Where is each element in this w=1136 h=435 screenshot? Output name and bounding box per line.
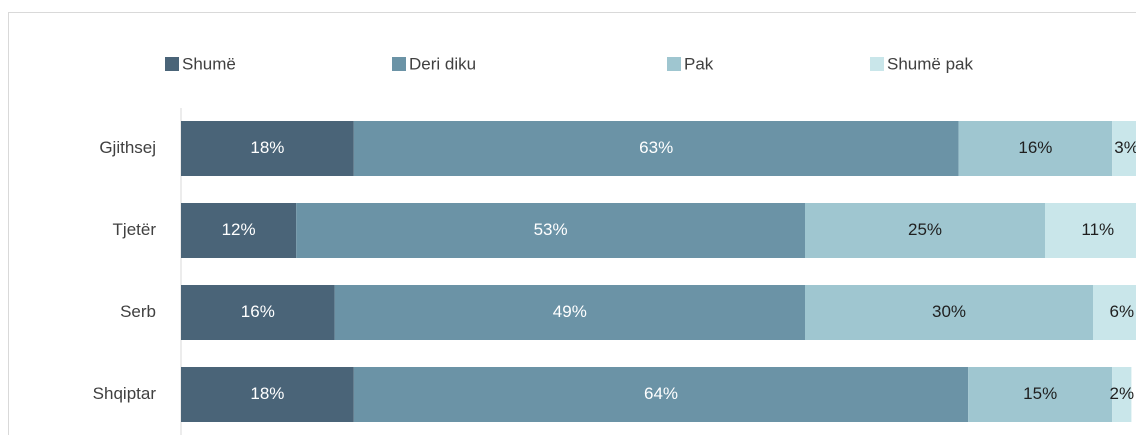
bar-segment [805, 203, 1045, 258]
bar-segment [181, 285, 335, 340]
chart-frame [8, 12, 1136, 435]
bar-segment [353, 121, 959, 176]
value-label: 16% [241, 302, 275, 321]
bar-segment [181, 203, 297, 258]
value-label: 15% [1023, 384, 1057, 403]
legend-label: Shumë pak [887, 54, 973, 73]
bar-segment [1112, 121, 1136, 176]
value-label: 64% [644, 384, 678, 403]
value-label: 53% [534, 220, 568, 239]
legend-swatch [667, 57, 681, 71]
category-label: Shqiptar [93, 384, 157, 403]
legend-label: Pak [684, 54, 714, 73]
value-label: 2% [1110, 384, 1135, 403]
bar-segment [1045, 203, 1136, 258]
legend-label: Shumë [182, 54, 236, 73]
legend-swatch [392, 57, 406, 71]
value-label: 25% [908, 220, 942, 239]
value-label: 30% [932, 302, 966, 321]
bar-segment [1112, 367, 1132, 422]
bar-segment [1093, 285, 1136, 340]
legend-swatch [870, 57, 884, 71]
bar-segment [181, 367, 354, 422]
category-label: Serb [120, 302, 156, 321]
bar-segment [334, 285, 805, 340]
value-label: 3% [1114, 138, 1136, 157]
value-label: 49% [553, 302, 587, 321]
value-label: 16% [1018, 138, 1052, 157]
bar-segment [805, 285, 1093, 340]
value-label: 6% [1110, 302, 1135, 321]
category-label: Gjithsej [99, 138, 156, 157]
category-label: Tjetër [113, 220, 157, 239]
value-label: 18% [250, 138, 284, 157]
value-label: 11% [1081, 220, 1114, 239]
value-label: 63% [639, 138, 673, 157]
bar-segment [296, 203, 805, 258]
legend-label: Deri diku [409, 54, 476, 73]
bar-segment [958, 121, 1113, 176]
value-label: 18% [250, 384, 284, 403]
bar-segment [353, 367, 969, 422]
bar-segment [968, 367, 1113, 422]
value-label: 12% [222, 220, 256, 239]
bar-segment [181, 121, 354, 176]
legend-swatch [165, 57, 179, 71]
